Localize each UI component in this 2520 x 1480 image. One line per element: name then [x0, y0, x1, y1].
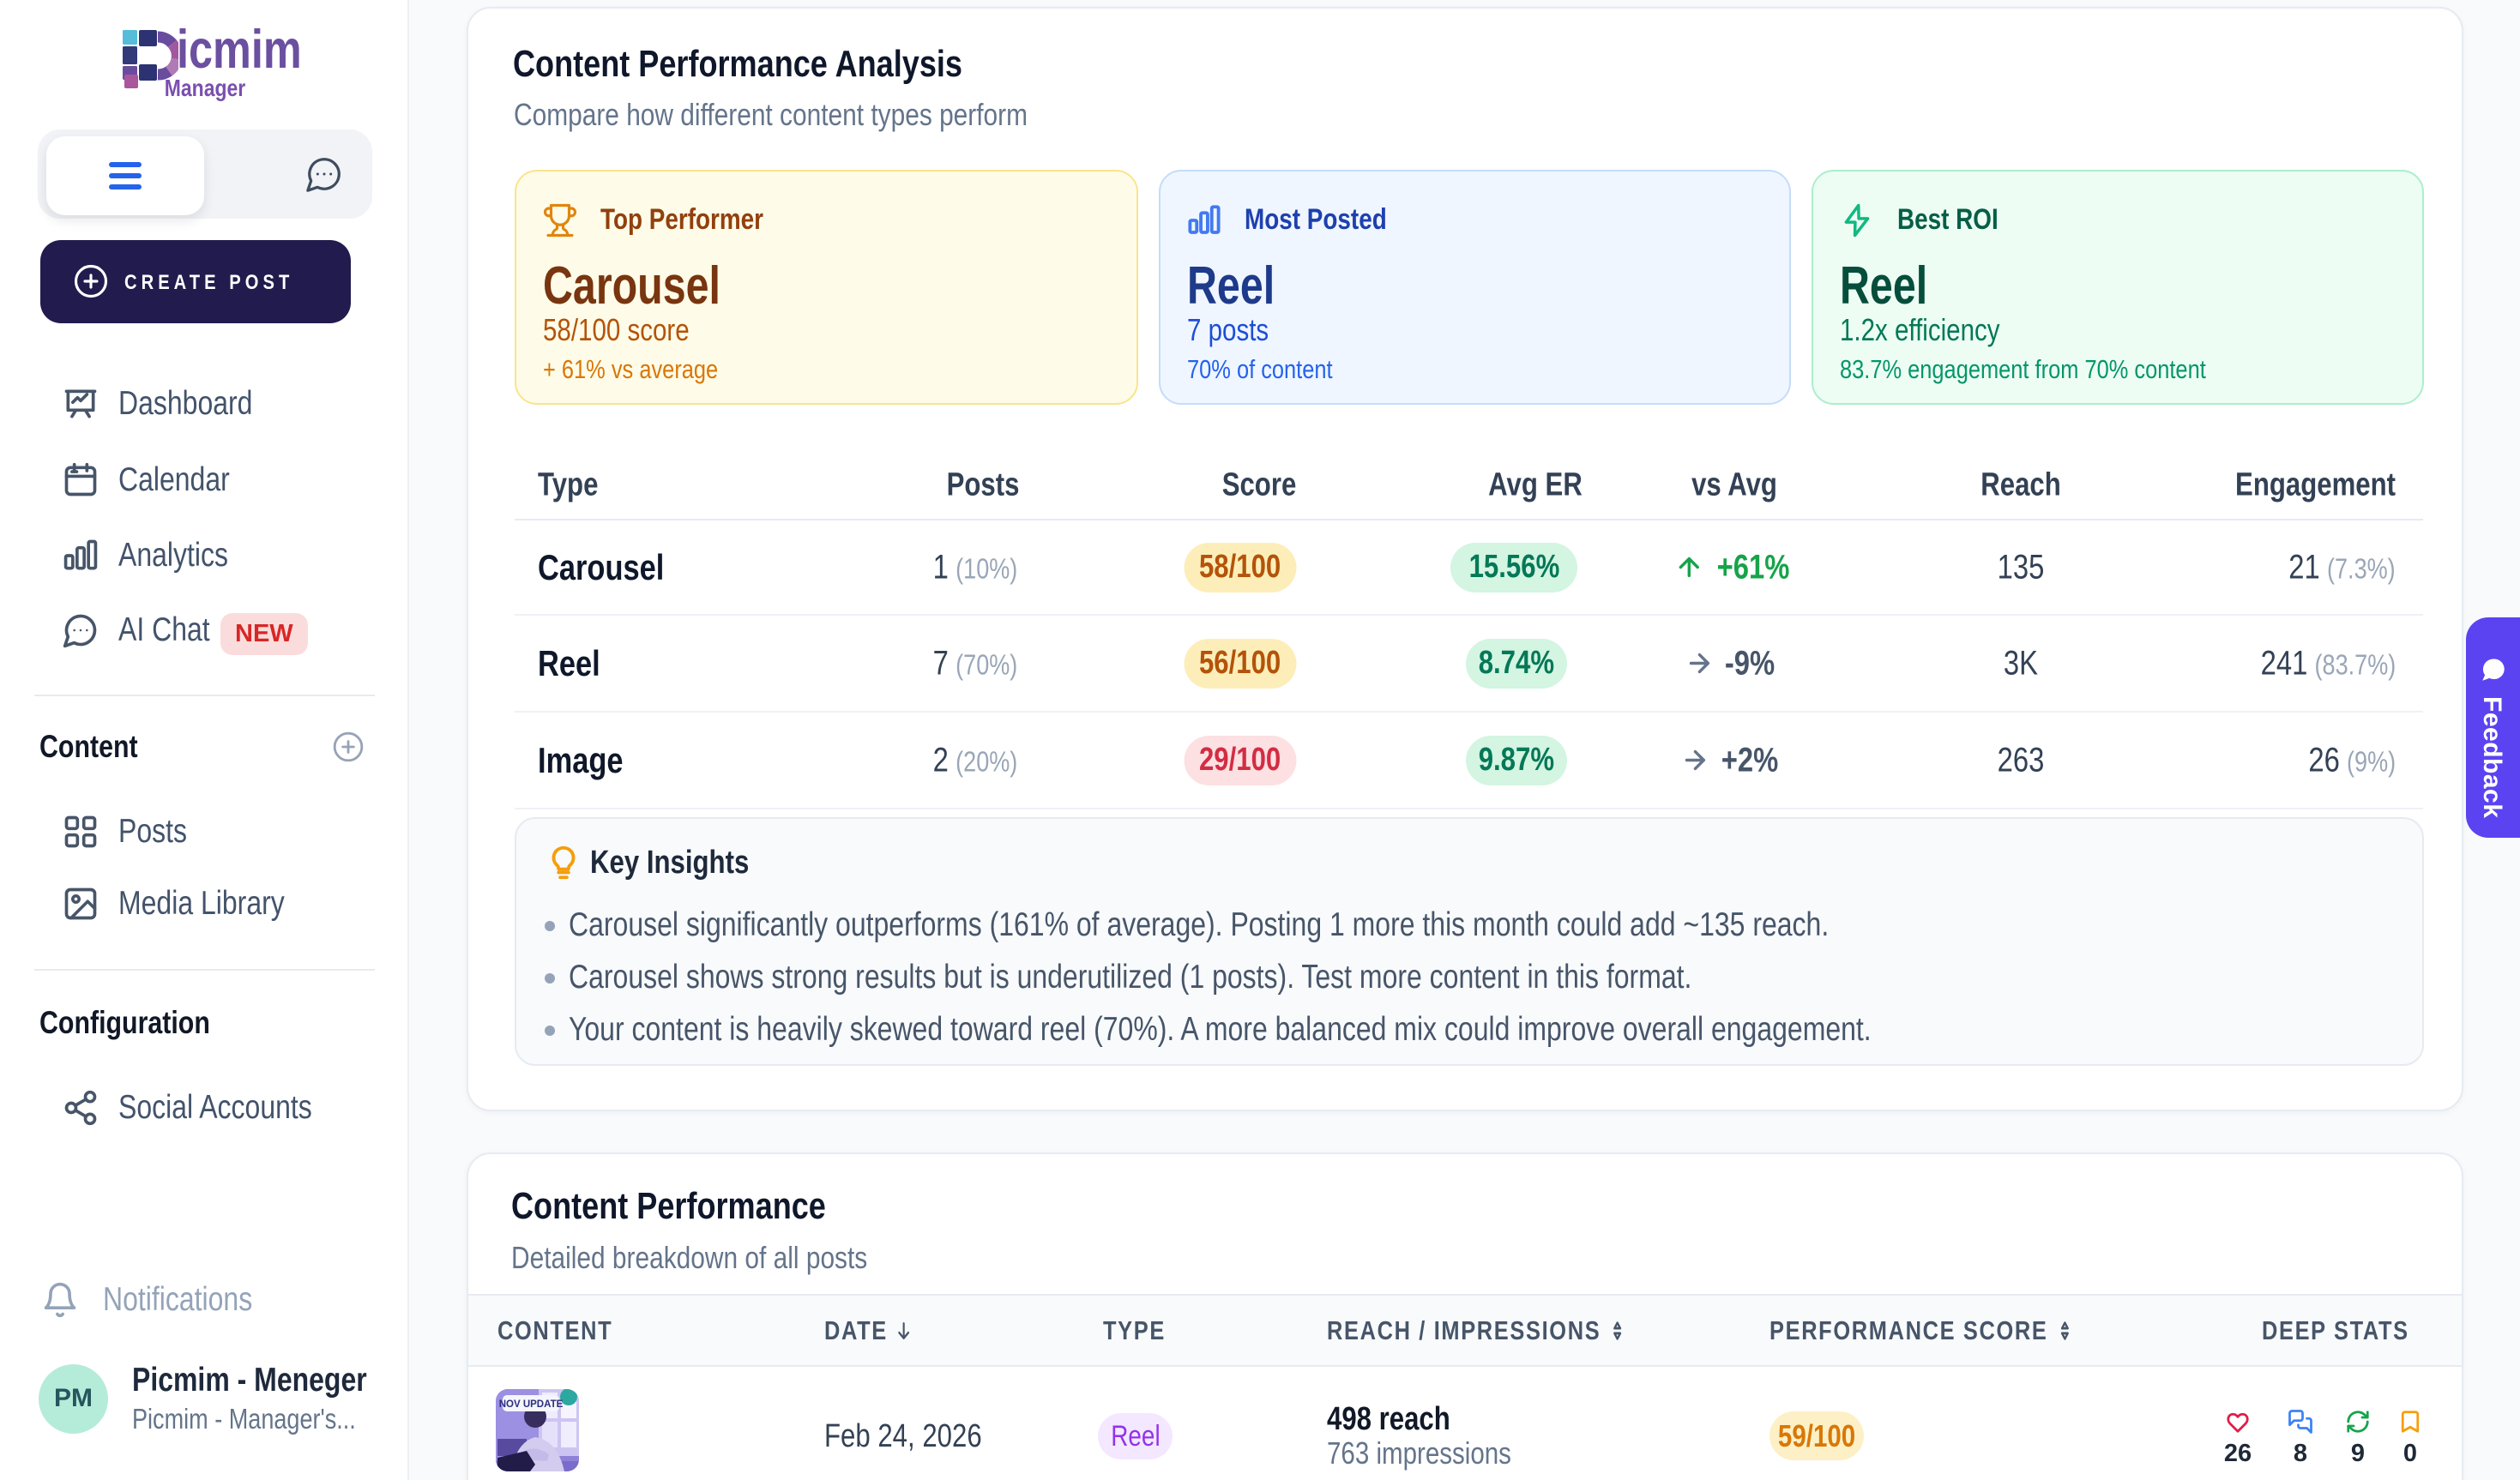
svg-text:NOV UPDATE: NOV UPDATE: [499, 1399, 564, 1410]
